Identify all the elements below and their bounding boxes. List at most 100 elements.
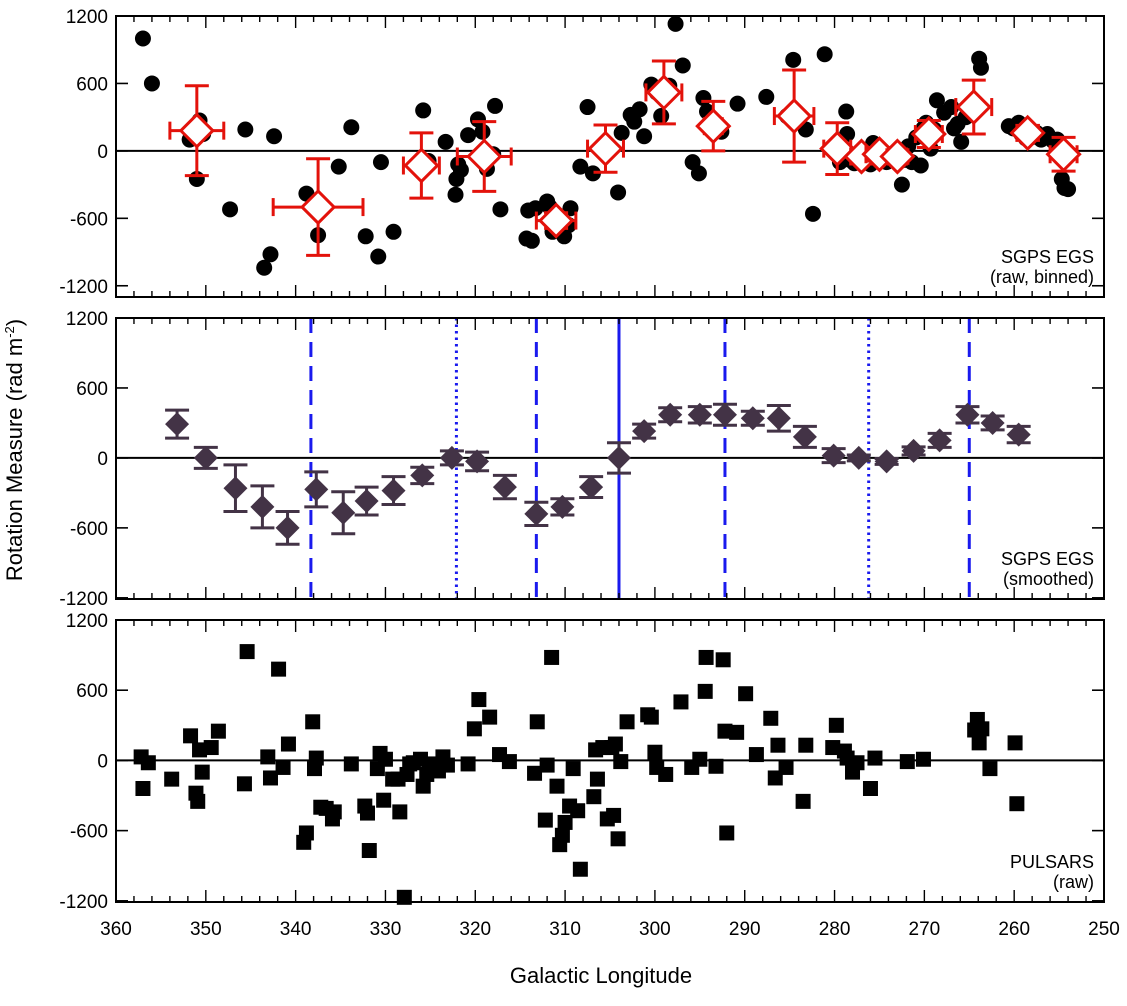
- pulsar-point: [867, 750, 883, 766]
- raw-rm-point: [838, 103, 855, 120]
- pulsar-point: [589, 771, 605, 787]
- raw-rm-point: [972, 59, 989, 76]
- raw-rm-point: [804, 205, 821, 222]
- pulsar-point: [798, 737, 814, 753]
- pulsar-point: [698, 649, 714, 665]
- y-tick-label: -1200: [59, 892, 108, 913]
- middle-plot-frame: [115, 317, 1105, 600]
- bottom-series-filled-square: [133, 644, 1025, 905]
- pulsar-point: [586, 789, 602, 805]
- raw-rm-point: [953, 133, 970, 150]
- pulsar-point: [501, 754, 517, 770]
- pulsar-point: [982, 761, 998, 777]
- raw-rm-point: [729, 95, 746, 112]
- binned-rm-diamond: [955, 88, 992, 126]
- y-tick-label: 600: [76, 379, 108, 400]
- pulsar-point: [377, 751, 393, 767]
- raw-rm-point: [372, 154, 389, 171]
- binned-rm-diamond: [695, 108, 732, 145]
- pulsar-point: [795, 793, 811, 809]
- top-series-open-diamond: [168, 59, 1082, 257]
- middle-series-filled-diamond: [165, 402, 1031, 546]
- smoothed-rm-diamond: [381, 478, 406, 503]
- pulsar-point: [275, 759, 291, 775]
- pulsar-point: [619, 714, 635, 730]
- pulsar-point: [280, 736, 296, 752]
- pulsar-point: [466, 721, 482, 737]
- x-tick-label: 290: [729, 919, 761, 940]
- pulsar-point: [460, 756, 476, 772]
- panel-label-line: SGPS EGS: [1001, 549, 1094, 569]
- pulsar-point: [606, 807, 622, 823]
- raw-rm-point: [928, 92, 945, 109]
- pulsar-point: [647, 744, 663, 760]
- pulsar-point: [376, 792, 392, 808]
- pulsar-point: [862, 780, 878, 796]
- binned-rm-diamond: [1009, 114, 1046, 152]
- raw-rm-point: [610, 184, 627, 201]
- raw-rm-point: [474, 123, 491, 140]
- raw-rm-point: [266, 128, 283, 145]
- smoothed-rm-diamond: [766, 406, 791, 431]
- y-tick-label: -1200: [59, 589, 108, 610]
- smoothed-rm-diamond: [846, 445, 871, 470]
- x-axis-label: Galactic Longitude: [510, 963, 692, 988]
- smoothed-rm-diamond: [250, 494, 275, 519]
- smoothed-rm-diamond: [955, 402, 980, 427]
- pulsar-point: [190, 793, 206, 809]
- y-tick-label: 0: [97, 449, 108, 470]
- x-tick-label: 310: [549, 919, 581, 940]
- raw-rm-point: [262, 246, 279, 263]
- pulsar-point: [565, 761, 581, 777]
- pulsar-point: [673, 694, 689, 710]
- raw-rm-point: [357, 228, 374, 245]
- pulsar-point: [415, 778, 431, 794]
- smoothed-rm-diamond: [165, 412, 190, 437]
- y-tick-label: 0: [97, 751, 108, 772]
- pulsar-point: [899, 754, 915, 770]
- raw-rm-point: [330, 158, 347, 175]
- pulsar-point: [692, 751, 708, 767]
- pulsar-point: [763, 710, 779, 726]
- y-tick-label: 1200: [66, 309, 108, 330]
- binned-rm-diamond: [537, 202, 575, 239]
- pulsar-point: [557, 814, 573, 830]
- raw-rm-point: [256, 259, 273, 276]
- raw-rm-point: [527, 200, 544, 217]
- pulsar-point: [539, 757, 555, 773]
- pulsar-point: [239, 644, 255, 660]
- panel-label-line: PULSARS: [1010, 852, 1094, 872]
- raw-rm-point: [667, 15, 684, 32]
- y-axis-label: Rotation Measure (rad m-2): [2, 319, 27, 581]
- smoothed-rm-diamond: [524, 501, 549, 526]
- pulsar-point: [717, 723, 733, 739]
- pulsar-point: [544, 649, 560, 665]
- raw-rm-point: [492, 201, 509, 218]
- pulsar-point: [849, 755, 865, 771]
- pulsar-point: [210, 723, 226, 739]
- raw-rm-point: [584, 165, 601, 182]
- smoothed-rm-diamond: [465, 449, 490, 474]
- smoothed-rm-diamond: [492, 475, 517, 500]
- y-tick-label: -600: [70, 519, 108, 540]
- pulsar-point: [262, 770, 278, 786]
- binned-rm-diamond: [299, 188, 337, 226]
- raw-rm-point: [237, 121, 254, 138]
- panel-label-line: SGPS EGS: [1001, 247, 1094, 267]
- raw-rm-point: [343, 119, 360, 136]
- pulsar-point: [915, 751, 931, 767]
- pulsar-point: [715, 652, 731, 668]
- x-tick-label: 260: [998, 919, 1030, 940]
- smoothed-rm-diamond: [980, 410, 1005, 435]
- pulsar-point: [658, 766, 674, 782]
- pulsar-point: [572, 861, 588, 877]
- raw-rm-point: [437, 133, 454, 150]
- x-tick-label: 340: [280, 919, 312, 940]
- smoothed-rm-diamond: [927, 428, 952, 453]
- binned-rm-diamond: [587, 130, 624, 167]
- pulsar-point: [482, 709, 498, 725]
- bottom-panel: -1200 -600 0 600 1200 360 350 340 330 320 310 300 29…: [59, 611, 1119, 940]
- raw-rm-point: [460, 127, 477, 144]
- pulsar-point: [778, 759, 794, 775]
- pulsar-point: [439, 757, 455, 773]
